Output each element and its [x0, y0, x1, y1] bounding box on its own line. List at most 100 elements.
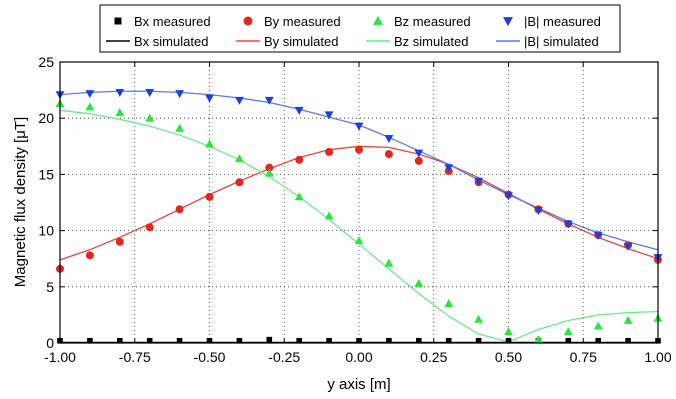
x-tick-label: -1.00: [44, 349, 76, 365]
b-measured-point: [444, 164, 454, 173]
b-measured-point: [593, 231, 603, 240]
b-measured-point: [115, 88, 125, 97]
legend-label: By simulated: [264, 34, 338, 49]
bz-measured-point: [474, 314, 483, 323]
legend-marker-by: [243, 16, 253, 26]
x-axis-label: y axis [m]: [327, 376, 390, 393]
bx-measured-point: [595, 337, 601, 344]
by-measured-point: [384, 150, 393, 159]
x-tick-label: -0.75: [119, 349, 151, 365]
bz-measured-point: [504, 327, 513, 336]
bx-measured-point: [625, 337, 631, 344]
legend-frame: [99, 4, 621, 53]
b-measured-point: [504, 192, 513, 201]
x-tick-label: 0.75: [570, 349, 597, 365]
bz-measured-point: [324, 211, 334, 220]
bz-measured-point: [414, 278, 424, 287]
bx-measured-point: [416, 337, 422, 344]
legend-marker-bz: [373, 15, 383, 25]
x-tick-label: -0.50: [194, 349, 226, 365]
bz-measured-point: [563, 327, 573, 336]
bz-measured-point: [85, 102, 95, 111]
by-measured-point: [414, 156, 423, 165]
x-tick-label: 0.00: [345, 349, 372, 365]
b-measured-point: [414, 149, 424, 158]
bx-measured-point: [326, 337, 332, 344]
x-tick-label: 0.50: [495, 349, 522, 365]
measured-markers: [55, 88, 663, 344]
legend-label: By measured: [264, 14, 341, 29]
axis-ticks: -1.00 -0.75 -0.50 -0.25 0.00 0.25 0.50 0.75 1.00…: [38, 54, 671, 365]
b-measured-point: [264, 96, 274, 105]
b-measured-point: [623, 242, 633, 251]
by-measured-point: [235, 178, 244, 187]
y-tick-label: 0: [46, 335, 54, 351]
b-measured-point: [294, 106, 304, 115]
bx-measured-point: [475, 337, 482, 344]
b-measured-point: [85, 90, 95, 99]
by-measured-point: [355, 145, 363, 154]
legend-label: Bz simulated: [394, 34, 468, 49]
b-measured-point: [474, 177, 483, 186]
bz-measured-point: [354, 236, 364, 245]
bx-measured-point: [87, 337, 93, 344]
b-measured-point: [145, 88, 155, 97]
y-tick-label: 15: [38, 166, 54, 182]
by-measured-point: [115, 237, 124, 246]
b-measured-point: [235, 96, 244, 105]
legend-label: Bz measured: [394, 14, 471, 29]
bx-measured-point: [236, 337, 243, 344]
legend-marker-bx: [114, 17, 122, 25]
bz-measured-point: [623, 315, 633, 324]
by-measured-point: [85, 251, 94, 260]
legend-marker-b: [503, 17, 513, 27]
by-measured-point: [295, 155, 304, 164]
legend-label: |B| measured: [524, 14, 601, 29]
x-tick-label: -0.25: [268, 349, 300, 365]
bx-measured-point: [386, 337, 392, 344]
bz-measured-point: [294, 192, 304, 201]
bz-measured-point: [235, 154, 244, 163]
by-measured-point: [175, 205, 184, 214]
b-measured-point: [175, 90, 184, 99]
by-measured-point: [325, 147, 334, 156]
y-axis-label: Magnetic flux density [μT]: [12, 117, 29, 287]
b-measured-point: [534, 206, 543, 215]
bx-measured-point: [445, 337, 452, 344]
bx-measured-point: [565, 337, 572, 344]
bx-measured-point: [296, 337, 302, 344]
bz-measured-point: [534, 335, 543, 344]
bz-measured-point: [444, 299, 454, 308]
x-tick-label: 1.00: [644, 349, 671, 365]
x-tick-label: 0.25: [420, 349, 447, 365]
bz-measured-point: [384, 258, 394, 267]
y-tick-label: 25: [38, 54, 54, 70]
b-measured-point: [324, 111, 334, 120]
by-measured-point: [145, 223, 154, 232]
y-tick-label: 20: [38, 110, 54, 126]
legend-label: |B| simulated: [524, 34, 599, 49]
bz-measured-point: [264, 168, 274, 177]
bx-measured-point: [176, 337, 183, 344]
b-measured-point: [563, 220, 573, 229]
y-tick-label: 10: [38, 223, 54, 239]
bz-measured-point: [175, 123, 184, 132]
legend-label: Bx measured: [134, 14, 211, 29]
by-measured-point: [205, 192, 214, 201]
bx-measured-point: [146, 337, 153, 344]
legend: Bx measured By measured Bz measured |B| mea…: [99, 4, 621, 53]
bx-measured-point: [266, 336, 273, 343]
bx-measured-point: [117, 337, 123, 344]
bz-measured-point: [145, 113, 155, 122]
bz-measured-point: [205, 139, 214, 148]
legend-label: Bx simulated: [134, 34, 208, 49]
b-measured-point: [384, 135, 394, 144]
grid-lines: [60, 62, 658, 343]
b-measured-point: [205, 94, 214, 103]
bz-measured-point: [115, 107, 125, 116]
y-tick-label: 5: [46, 279, 54, 295]
b-measured-point: [354, 122, 364, 131]
bz-measured-point: [593, 321, 603, 330]
